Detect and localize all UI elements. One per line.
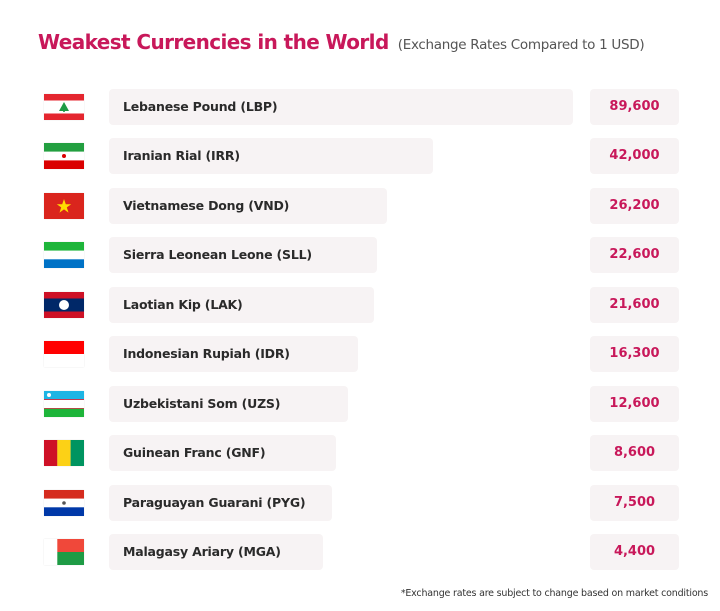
currency-label: Uzbekistani Som (UZS) bbox=[123, 396, 281, 411]
exchange-rate-value: 26,200 bbox=[590, 188, 679, 224]
exchange-rate-value: 89,600 bbox=[590, 89, 679, 125]
bar: Indonesian Rupiah (IDR) bbox=[109, 336, 358, 372]
currency-row: Uzbekistani Som (UZS) 12,600 bbox=[0, 386, 720, 422]
madagascar-flag-icon bbox=[44, 539, 84, 565]
currency-label: Iranian Rial (IRR) bbox=[123, 148, 240, 163]
currency-label: Lebanese Pound (LBP) bbox=[123, 99, 278, 114]
currency-label: Sierra Leonean Leone (SLL) bbox=[123, 247, 312, 262]
footnote: *Exchange rates are subject to change ba… bbox=[400, 588, 708, 599]
guinea-flag-icon bbox=[44, 440, 84, 466]
uzbekistan-flag-icon bbox=[44, 391, 84, 417]
bar: Sierra Leonean Leone (SLL) bbox=[109, 237, 377, 273]
currency-label: Paraguayan Guarani (PYG) bbox=[123, 495, 306, 510]
currency-row: Paraguayan Guarani (PYG) 7,500 bbox=[0, 485, 720, 521]
bar: Uzbekistani Som (UZS) bbox=[109, 386, 348, 422]
currency-row: Sierra Leonean Leone (SLL) 22,600 bbox=[0, 237, 720, 273]
lebanon-flag-icon bbox=[44, 94, 84, 120]
paraguay-flag-icon bbox=[44, 490, 84, 516]
bar: Malagasy Ariary (MGA) bbox=[109, 534, 323, 570]
exchange-rate-value: 21,600 bbox=[590, 287, 679, 323]
exchange-rate-value: 42,000 bbox=[590, 138, 679, 174]
exchange-rate-value: 8,600 bbox=[590, 435, 679, 471]
laos-flag-icon bbox=[44, 292, 84, 318]
exchange-rate-value: 22,600 bbox=[590, 237, 679, 273]
bar: Guinean Franc (GNF) bbox=[109, 435, 336, 471]
currency-row: Guinean Franc (GNF) 8,600 bbox=[0, 435, 720, 471]
bar: Laotian Kip (LAK) bbox=[109, 287, 374, 323]
sierra-leone-flag-icon bbox=[44, 242, 84, 268]
iran-flag-icon bbox=[44, 143, 84, 169]
indonesia-flag-icon bbox=[44, 341, 84, 367]
currency-label: Malagasy Ariary (MGA) bbox=[123, 544, 281, 559]
vietnam-flag-icon bbox=[44, 193, 84, 219]
currency-row: Lebanese Pound (LBP) 89,600 bbox=[0, 89, 720, 125]
currency-label: Guinean Franc (GNF) bbox=[123, 445, 266, 460]
bar: Vietnamese Dong (VND) bbox=[109, 188, 387, 224]
title-main: Weakest Currencies in the World bbox=[38, 30, 389, 54]
exchange-rate-value: 7,500 bbox=[590, 485, 679, 521]
bar: Paraguayan Guarani (PYG) bbox=[109, 485, 332, 521]
currency-label: Laotian Kip (LAK) bbox=[123, 297, 243, 312]
currency-row: Malagasy Ariary (MGA) 4,400 bbox=[0, 534, 720, 570]
currency-row: Laotian Kip (LAK) 21,600 bbox=[0, 287, 720, 323]
currency-label: Indonesian Rupiah (IDR) bbox=[123, 346, 290, 361]
exchange-rate-value: 4,400 bbox=[590, 534, 679, 570]
currency-label: Vietnamese Dong (VND) bbox=[123, 198, 290, 213]
exchange-rate-value: 16,300 bbox=[590, 336, 679, 372]
exchange-rate-value: 12,600 bbox=[590, 386, 679, 422]
currency-row: Iranian Rial (IRR) 42,000 bbox=[0, 138, 720, 174]
chart-title: Weakest Currencies in the World (Exchang… bbox=[38, 30, 645, 54]
bar: Iranian Rial (IRR) bbox=[109, 138, 433, 174]
bar: Lebanese Pound (LBP) bbox=[109, 89, 573, 125]
currency-row: Indonesian Rupiah (IDR) 16,300 bbox=[0, 336, 720, 372]
currency-row: Vietnamese Dong (VND) 26,200 bbox=[0, 188, 720, 224]
title-subtitle: (Exchange Rates Compared to 1 USD) bbox=[397, 37, 645, 53]
